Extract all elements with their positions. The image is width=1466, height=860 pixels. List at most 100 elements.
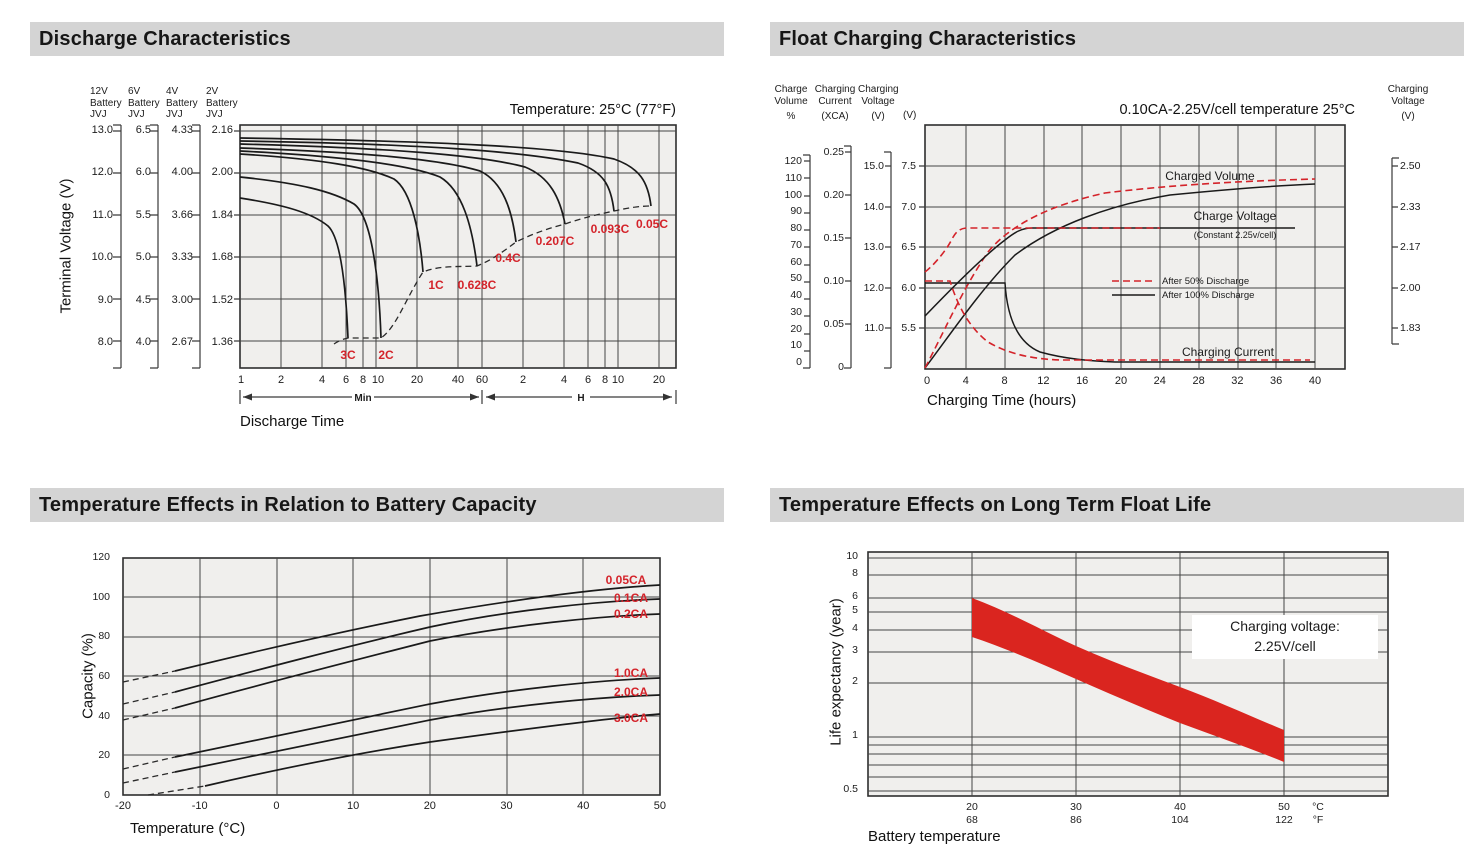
temp-capacity-x-axis-label: Temperature (°C) (130, 820, 246, 837)
tick-label: 0 (838, 361, 844, 373)
x-tick: 60 (475, 374, 489, 386)
charging-current-label: Charging Current (1182, 345, 1275, 359)
header-line: Voltage (861, 95, 895, 107)
discharge-curve-0628c (239, 150, 478, 267)
tick-label: 2.67 (171, 335, 193, 348)
y-tick: 4 (852, 622, 858, 634)
curve-label-0093c: 0.093C (591, 222, 630, 236)
tick-label: 2.17 (1400, 241, 1421, 253)
x-tick: 8 (359, 374, 367, 386)
capacity-label-20ca: 2.0CA (614, 685, 648, 699)
x-tick: 10 (611, 374, 625, 386)
charge-voltage-100-curve (924, 227, 1295, 317)
tick-label: 36 (1270, 375, 1283, 387)
scale-header-line: Battery (128, 97, 160, 109)
scale-ladder-6v (150, 124, 159, 369)
scale-header-line: JVJ (90, 109, 107, 120)
tick-label: 6.5 (901, 241, 916, 253)
tick-label: 1.83 (1400, 322, 1421, 334)
scale-ladder-2v-ticks (234, 130, 240, 342)
temp-capacity-title: Temperature Effects in Relation to Batte… (39, 493, 537, 516)
discharge-header-bar: Discharge Characteristics (30, 22, 724, 56)
scale-header-line: 2V (206, 86, 219, 97)
tick-label: 1.36 (211, 335, 233, 348)
tick-label: 3.00 (171, 293, 193, 306)
tick-label: 20 (423, 800, 436, 812)
capacity-curve-20ca-dashed (122, 771, 176, 784)
header-line: Current (818, 95, 852, 107)
y-tick: 2 (852, 675, 858, 687)
tick-label: 2.33 (1400, 200, 1421, 213)
charge-volume-ticks: 120 110 100 90 80 70 60 50 40 30 20 10 0 (778, 155, 802, 368)
discharge-title: Discharge Characteristics (39, 27, 291, 50)
temp-capacity-x-ticks: -20 -10 0 10 20 30 40 50 (103, 800, 680, 812)
tick-label: 20 (1114, 375, 1128, 387)
float-charging-plot: Charged Volume Charge Voltage (Constant … (803, 124, 1399, 370)
tick-label: 0.20 (823, 189, 844, 201)
x-tick-f: 122 (1275, 814, 1293, 826)
header-charging-current: Charging Current (XCA) (814, 84, 856, 123)
x-tick: 4 (318, 374, 326, 386)
voltage12-ladder (884, 151, 892, 369)
charging-voltage6-ticks: 7.5 7.0 6.5 6.0 5.5 (896, 160, 916, 334)
tick-label: 0 (273, 800, 280, 812)
float-charging-title: Float Charging Characteristics (779, 27, 1077, 50)
scale-header-line: JVJ (128, 109, 145, 120)
discharge-curve-0207c (239, 143, 566, 225)
tick-label: 0 (104, 788, 110, 801)
capacity-label-10ca: 1.0CA (614, 666, 648, 680)
tick-label: 30 (790, 305, 802, 318)
current-ladder (844, 145, 852, 369)
unit-fahrenheit: °F (1312, 814, 1324, 826)
float-life-x-axis-label: Battery temperature (868, 828, 1001, 845)
float-x-ticks: 0 4 8 12 16 20 24 28 32 36 40 (913, 375, 1329, 387)
tick-label: 1.52 (211, 293, 233, 306)
header-line: % (786, 111, 796, 122)
tick-label: 1.84 (211, 208, 233, 221)
x-tick: 8 (601, 374, 609, 386)
tick-label: 0.05 (823, 318, 844, 330)
header-line: Charging (1387, 84, 1429, 95)
scale-header-line: Battery (90, 97, 122, 109)
header-line: (V) (871, 111, 885, 122)
tick-label: -10 (191, 800, 208, 812)
x-tick-c: 20 (966, 801, 978, 813)
tick-label: 20 (790, 322, 802, 335)
tick-label: 40 (790, 289, 802, 301)
charge-voltage-50-curve (924, 227, 1160, 273)
tick-label: 2.16 (211, 124, 233, 136)
tick-label: 11.0 (864, 322, 884, 334)
tick-label: 4.5 (135, 293, 151, 306)
h-arrowhead-right (663, 393, 672, 401)
tick-label: 5.5 (135, 208, 151, 221)
tick-label: 12 (1037, 375, 1050, 387)
scale-header-line: JVJ (206, 109, 223, 120)
tick-label: 0.10 (823, 275, 844, 287)
scale-header-12v: 12V Battery JVJ (90, 86, 122, 121)
tick-label: 12.0 (91, 166, 113, 179)
tick-label: 8.0 (97, 335, 113, 348)
tick-label: 8 (1001, 375, 1008, 387)
annotation-line2: 2.25V/cell (1254, 638, 1315, 654)
tick-label: 2.00 (211, 166, 233, 179)
charging-current-100-curve (925, 282, 1315, 363)
header-line: Charging (814, 84, 856, 95)
header-charging-voltage: Charging Voltage (V) (858, 84, 899, 123)
tick-label: 13.0 (91, 124, 113, 136)
tick-label: 4.0 (135, 335, 151, 348)
tick-label: 10.0 (91, 251, 113, 264)
tick-label: 60 (98, 669, 110, 682)
header-right-charging-voltage: Charging Voltage (V) (1386, 84, 1430, 123)
tick-label: 10 (346, 800, 360, 812)
discharge-curve-2c (239, 176, 382, 339)
x-tick-c: 40 (1174, 801, 1186, 813)
capacity-label-01ca: 0.1CA (614, 591, 648, 605)
tick-label: 16 (1076, 375, 1089, 387)
scale-header-line: 6V (128, 86, 141, 97)
tick-label: 80 (790, 222, 802, 234)
legend-after-50-label: After 50% Discharge (1162, 276, 1249, 287)
y-tick: 3 (852, 644, 858, 656)
scale-header-6v: 6V Battery JVJ (128, 86, 160, 121)
discharge-grid-vertical (280, 125, 660, 368)
tick-label: 50 (653, 800, 667, 812)
